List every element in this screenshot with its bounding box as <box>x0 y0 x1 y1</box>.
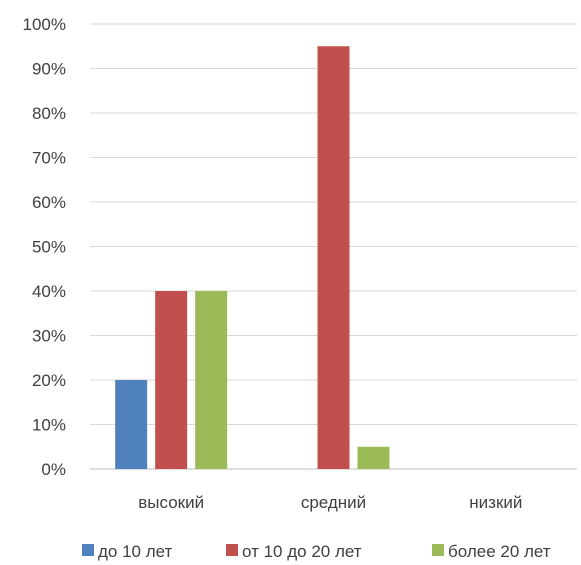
bar-от-10-до-20-лет-средний <box>317 46 350 469</box>
x-tick-label: высокий <box>138 493 204 512</box>
x-axis-ticks: высокий средний низкий <box>138 493 522 512</box>
y-tick-label: 10% <box>32 416 66 435</box>
bar-более-20-лет-средний <box>357 446 390 469</box>
bars <box>115 46 390 469</box>
y-tick-label: 40% <box>32 282 66 301</box>
y-tick-label: 20% <box>32 371 66 390</box>
x-tick-label: низкий <box>469 493 522 512</box>
y-tick-label: 30% <box>32 327 66 346</box>
legend-label: до 10 лет <box>98 542 173 561</box>
y-tick-label: 90% <box>32 60 66 79</box>
y-tick-label: 50% <box>32 238 66 257</box>
x-tick-label: средний <box>301 493 366 512</box>
bar-до-10-лет-высокий <box>115 380 148 469</box>
legend-label: более 20 лет <box>448 542 551 561</box>
legend-swatch <box>82 544 94 556</box>
y-tick-label: 0% <box>41 460 66 479</box>
legend-swatch <box>432 544 444 556</box>
y-tick-label: 60% <box>32 193 66 212</box>
legend-label: от 10 до 20 лет <box>242 542 362 561</box>
y-axis-ticks: 0% 10% 20% 30% 40% 50% 60% 70% 80% 90% 100% <box>23 15 66 479</box>
bar-более-20-лет-высокий <box>195 291 228 469</box>
bar-от-10-до-20-лет-высокий <box>155 291 188 469</box>
y-tick-label: 80% <box>32 104 66 123</box>
legend-swatch <box>226 544 238 556</box>
y-tick-label: 100% <box>23 15 66 34</box>
y-tick-label: 70% <box>32 149 66 168</box>
legend: до 10 лет от 10 до 20 лет более 20 лет <box>82 542 551 561</box>
